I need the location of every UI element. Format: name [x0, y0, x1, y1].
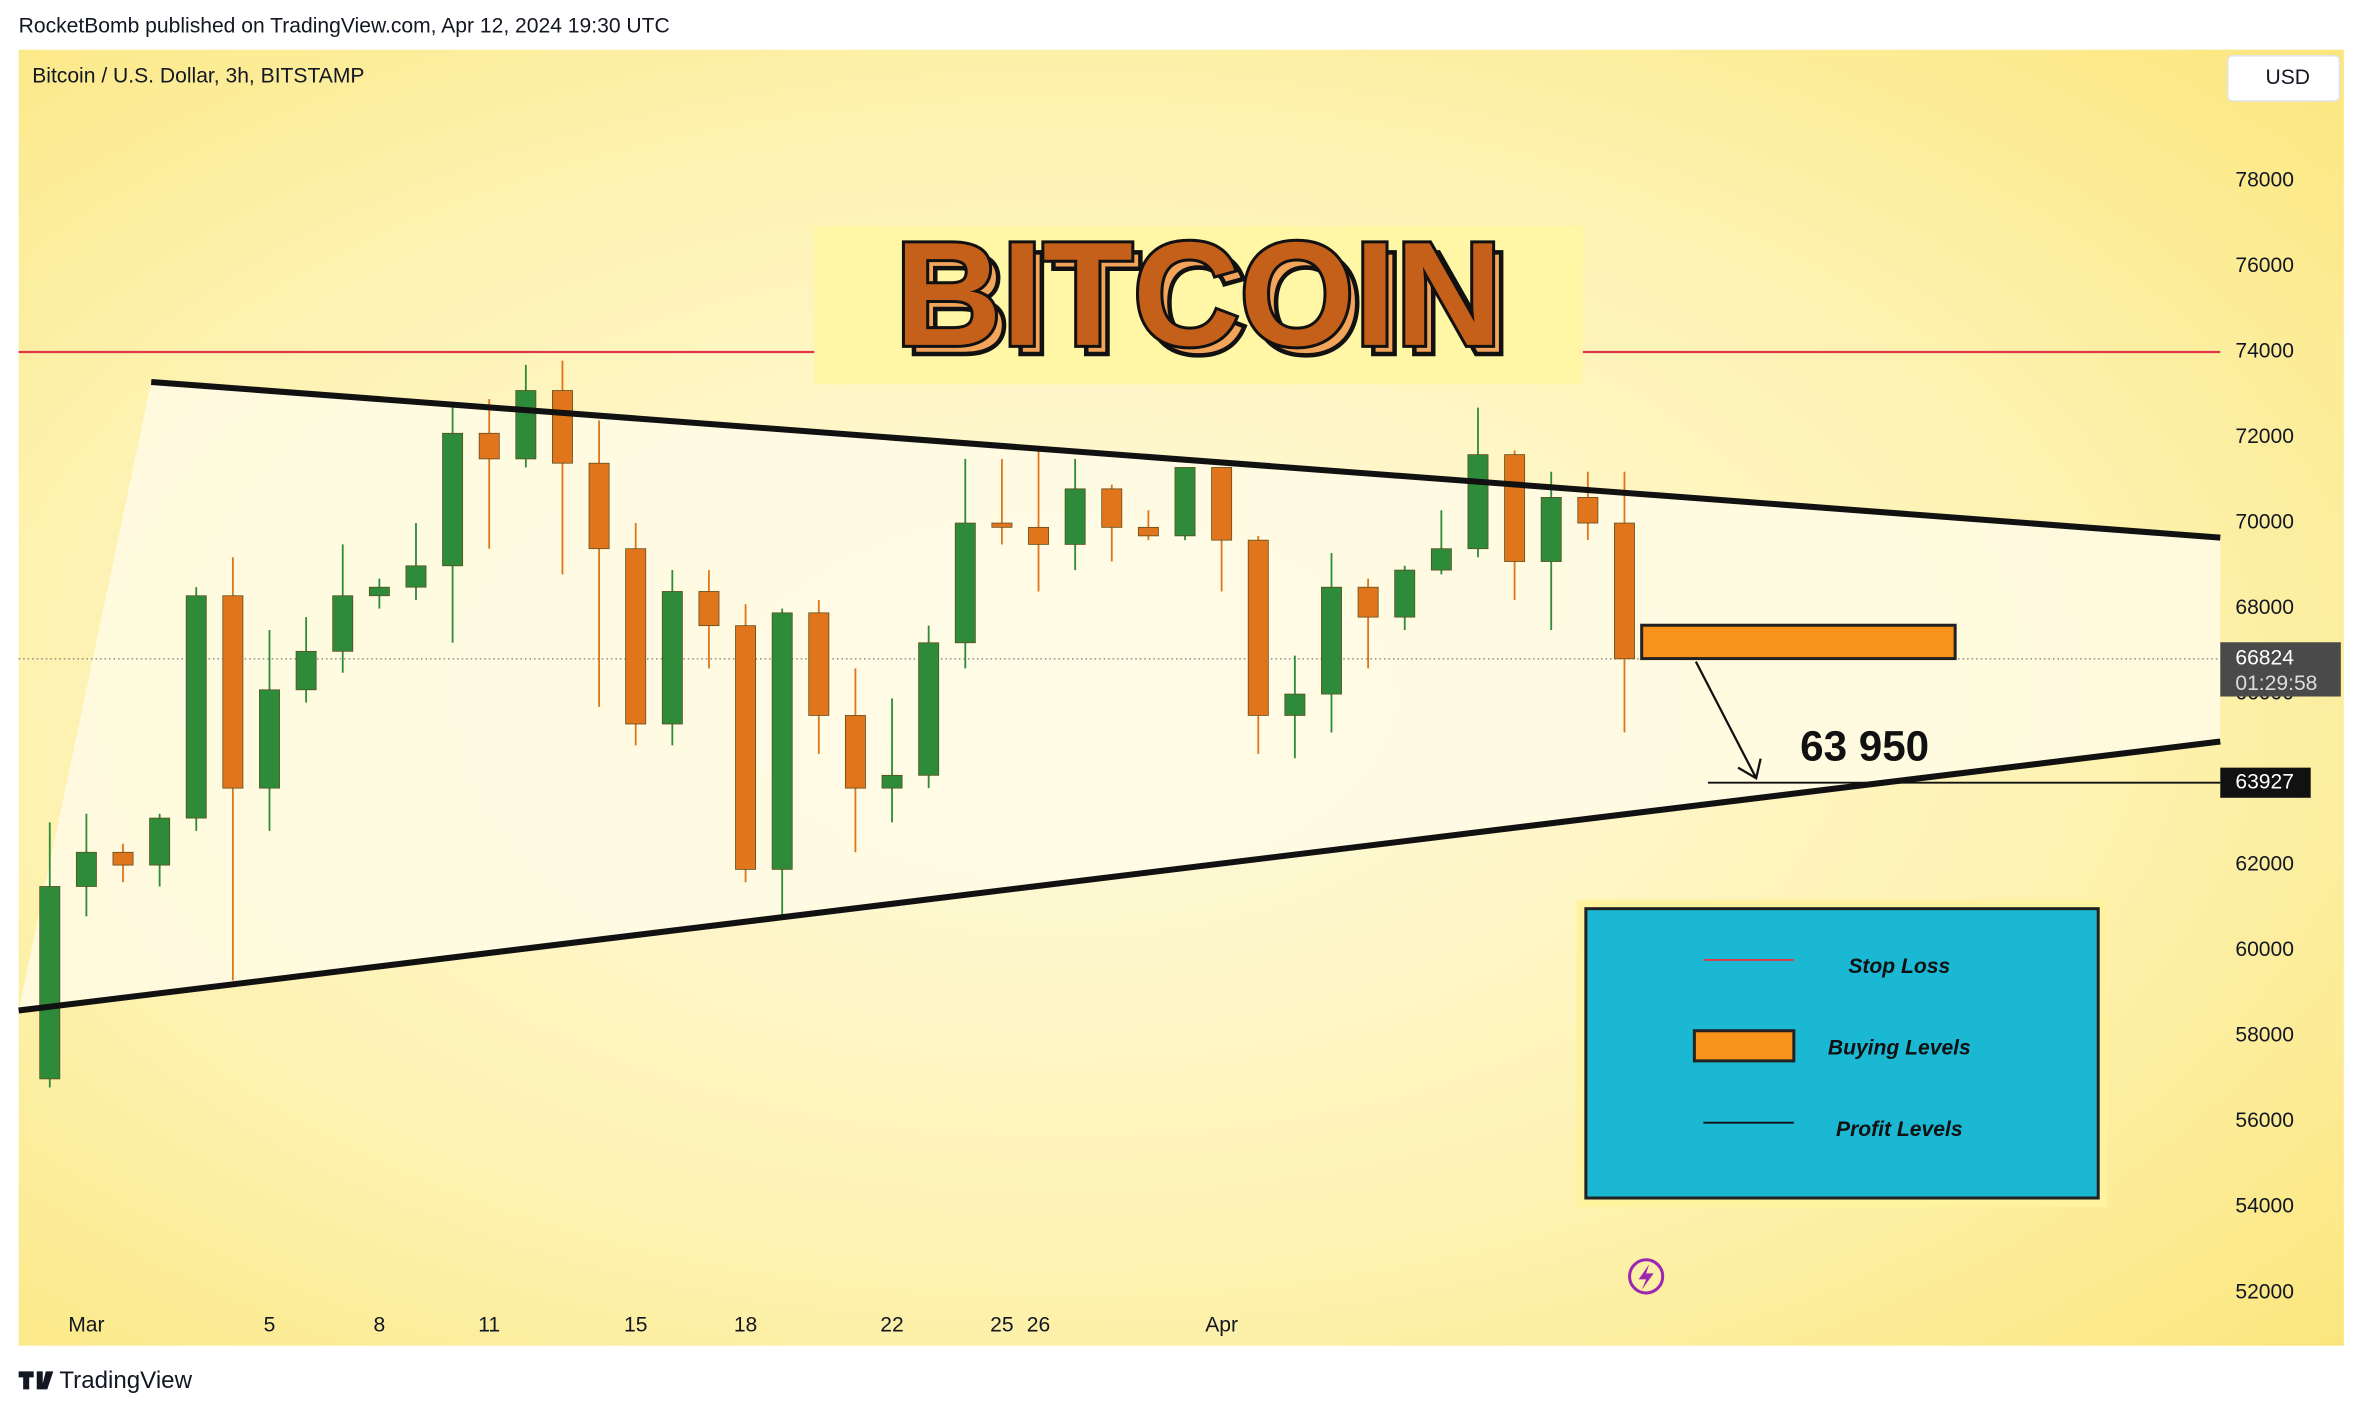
candle-body	[1321, 586, 1342, 695]
alert-bolt	[1638, 1264, 1654, 1290]
candle-body	[1504, 454, 1526, 562]
candle-body	[185, 595, 207, 819]
candle-body	[1064, 488, 1086, 545]
tv-logo	[18, 1371, 54, 1390]
candle-body	[552, 390, 573, 464]
plot: 5200054000560005800060000620006400066000…	[18, 169, 2341, 1337]
candle-body	[881, 774, 903, 789]
candle-body	[771, 612, 793, 870]
buy-zone	[1640, 623, 1957, 661]
candle-body	[515, 390, 537, 460]
y-tick-label: 54000	[2235, 1195, 2294, 1218]
triangle-fill	[18, 381, 2221, 1011]
x-tick-label: 18	[734, 1314, 757, 1337]
last-price-box	[2220, 642, 2341, 697]
arrow	[1694, 661, 1762, 780]
y-tick-label: 68000	[2235, 596, 2294, 619]
candle-body	[698, 591, 720, 627]
candle-body	[478, 432, 500, 460]
candle-body	[222, 595, 244, 789]
candle-body	[991, 522, 1013, 528]
candle-body	[625, 548, 647, 725]
candle-body	[1028, 526, 1049, 545]
legend: Stop Loss Buying Levels Profit Levels	[1576, 899, 2108, 1208]
candle-body	[735, 625, 757, 870]
y-tick-label: 62000	[2235, 853, 2294, 876]
candle-body	[75, 851, 97, 887]
last-price-label: 66824	[2235, 646, 2294, 669]
y-tick-label: 72000	[2235, 425, 2294, 448]
candle-body	[259, 689, 280, 789]
trendline	[150, 378, 2221, 541]
candle-body	[368, 586, 390, 597]
candle-body	[112, 851, 134, 866]
candle-body	[1211, 467, 1233, 541]
y-tick-label: 74000	[2235, 340, 2294, 363]
candle-body	[1284, 693, 1306, 716]
x-tick-label: 22	[880, 1314, 903, 1337]
x-tick-label: 15	[624, 1314, 647, 1337]
currency-button[interactable]	[2227, 55, 2341, 102]
candle-body	[149, 817, 171, 866]
candle-body	[844, 715, 866, 789]
candle-body	[332, 595, 354, 652]
x-tick-label: 25	[990, 1314, 1013, 1337]
countdown: 01:29:58	[2235, 672, 2317, 695]
target-box	[2220, 767, 2311, 798]
y-tick-label: 56000	[2235, 1109, 2294, 1132]
candle-body	[295, 650, 317, 691]
legend-label: Buying Levels	[1828, 1036, 1971, 1059]
candle-body	[1467, 454, 1489, 550]
x-tick-label: Mar	[68, 1314, 104, 1337]
x-tick-label: Apr	[1205, 1314, 1238, 1337]
y-tick-label: 52000	[2235, 1280, 2294, 1303]
target-label: 63927	[2235, 770, 2294, 793]
legend-box	[1584, 907, 2100, 1200]
candle-body	[918, 642, 940, 776]
candle-body	[661, 591, 683, 725]
x-tick-label: 8	[373, 1314, 385, 1337]
candle-body	[588, 462, 610, 550]
legend-label: Profit Levels	[1836, 1118, 1963, 1141]
candle-body	[1430, 548, 1452, 571]
y-tick-label: 76000	[2235, 254, 2294, 277]
candle-body	[39, 886, 61, 1080]
candle-body	[954, 522, 976, 644]
candle-body	[1540, 497, 1562, 562]
title-shadow: BITCOIN	[904, 221, 1511, 386]
candle-body	[405, 565, 427, 588]
candle-body	[1174, 467, 1196, 537]
candle-body	[1577, 497, 1599, 524]
trendline	[18, 738, 2221, 1014]
y-tick-label: 58000	[2235, 1024, 2294, 1047]
candle-body	[1357, 586, 1379, 618]
alert-icon[interactable]	[1628, 1258, 1665, 1295]
target-annotation: 63 950	[1800, 723, 1929, 770]
footer: TradingView	[59, 1367, 192, 1394]
legend-label: Stop Loss	[1848, 955, 1950, 978]
x-tick-label: 5	[264, 1314, 276, 1337]
candle-body	[1247, 539, 1269, 716]
candle-body	[1614, 522, 1635, 660]
candle-body	[808, 612, 830, 716]
candle-body	[442, 432, 464, 567]
x-tick-label: 11	[478, 1314, 500, 1337]
legend-swatch	[1692, 1029, 1796, 1063]
symbol: Bitcoin / U.S. Dollar, 3h, BITSTAMP	[32, 64, 364, 87]
x-tick-label: 26	[1027, 1314, 1050, 1337]
currency[interactable]: USD	[2265, 66, 2310, 89]
y-tick-label: 78000	[2235, 169, 2294, 192]
byline: RocketBomb published on TradingView.com,…	[19, 15, 670, 38]
candle-body	[1101, 488, 1123, 528]
candle-body	[1394, 569, 1416, 618]
title-box	[814, 226, 1583, 385]
y-tick-label: 60000	[2235, 938, 2294, 961]
y-tick-label: 70000	[2235, 511, 2294, 534]
candle-body	[1137, 526, 1159, 537]
chart-title: BITCOIN	[895, 212, 1502, 377]
